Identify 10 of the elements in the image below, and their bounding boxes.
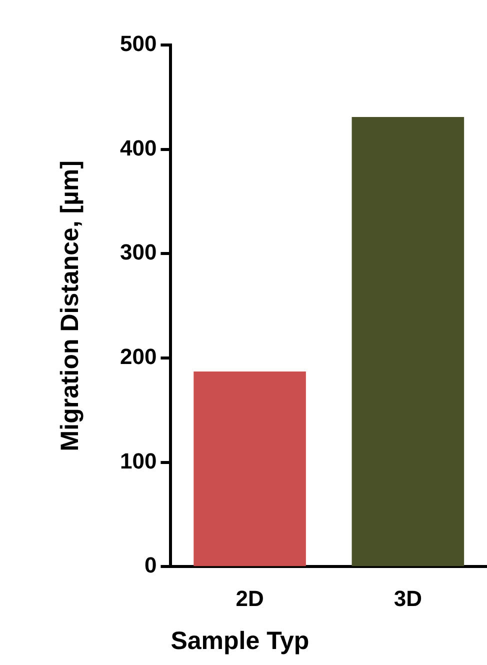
x-axis-title: Sample Typ — [170, 626, 310, 655]
y-tick-label: 200 — [120, 344, 157, 370]
x-tick-label: 3D — [394, 586, 422, 611]
y-axis-title: Migration Distance, [µm] — [56, 160, 84, 452]
y-tick-label: 100 — [120, 448, 157, 474]
y-tick-label: 500 — [120, 31, 157, 56]
y-tick-label: 300 — [120, 240, 157, 265]
x-tick-label: 2D — [236, 586, 264, 611]
y-tick-label: 400 — [120, 135, 157, 160]
y-tick-label: 0 — [144, 552, 157, 578]
